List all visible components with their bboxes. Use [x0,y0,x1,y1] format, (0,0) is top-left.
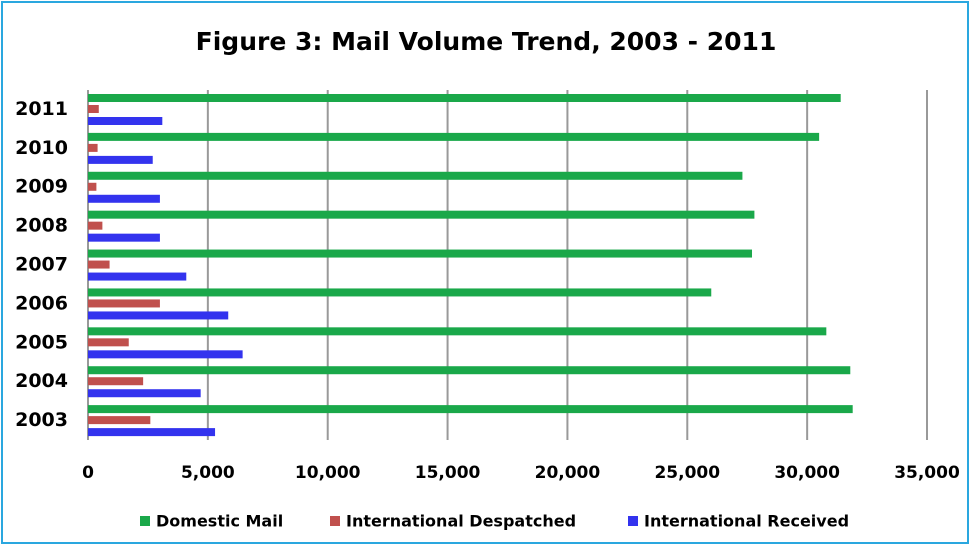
bar [88,405,853,414]
bar [88,389,201,398]
bar [88,428,216,437]
y-tick-label: 2004 [15,370,68,392]
bar [88,117,163,125]
bar [88,233,160,242]
bar [88,210,755,219]
bar [88,182,97,191]
y-tick-label: 2005 [15,331,68,353]
legend-swatch [330,516,340,526]
x-tick-label: 25,000 [654,463,720,483]
bar [88,327,827,336]
y-tick-label: 2007 [15,254,68,276]
bar [88,249,753,258]
y-tick-label: 2003 [15,409,68,431]
bar [88,221,103,230]
legend-label: International Received [644,512,849,531]
y-tick-label: 2011 [15,98,68,120]
legend-label: Domestic Mail [156,512,283,531]
bar [88,377,144,386]
bar [88,155,153,164]
bar [88,171,743,180]
bar [88,311,229,320]
bar [88,143,98,152]
y-tick-label: 2008 [15,215,68,237]
x-tick-label: 0 [82,463,94,483]
legend-swatch [628,516,638,526]
x-tick-label: 30,000 [774,463,840,483]
y-tick-label: 2009 [15,176,68,198]
bar [88,194,160,203]
bar [88,105,99,113]
y-tick-label: 2006 [15,292,68,314]
y-tick-label: 2010 [15,137,68,159]
x-tick-label: 10,000 [295,463,361,483]
bar [88,132,820,141]
bar [88,94,841,102]
x-tick-label: 15,000 [415,463,481,483]
legend-label: International Despatched [346,512,576,531]
chart-title: Figure 3: Mail Volume Trend, 2003 - 2011 [196,27,777,56]
bar [88,299,160,308]
bar [88,288,712,297]
bar [88,350,243,359]
x-tick-label: 5,000 [181,463,235,483]
legend-swatch [140,516,150,526]
bar [88,260,110,269]
bar [88,338,129,347]
bar [88,416,151,425]
x-tick-label: 20,000 [535,463,601,483]
bar [88,366,851,375]
x-tick-label: 35,000 [894,463,960,483]
bar [88,272,187,281]
